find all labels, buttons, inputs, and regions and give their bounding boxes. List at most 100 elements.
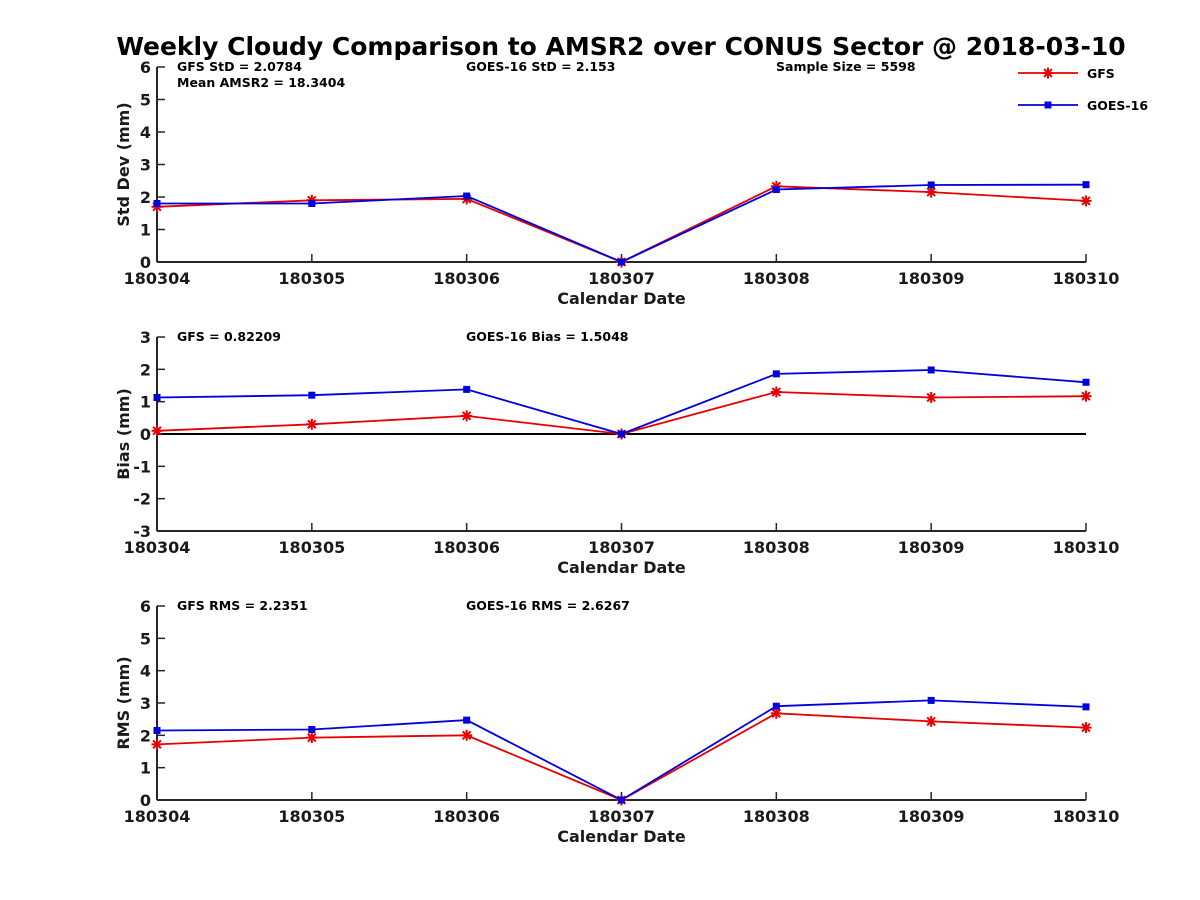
legend-entry-goes-16: GOES-16 bbox=[1018, 98, 1148, 113]
data-point-stroke bbox=[926, 187, 936, 197]
data-point bbox=[770, 386, 782, 398]
y-tick-label: 2 bbox=[140, 726, 151, 745]
data-point bbox=[151, 738, 163, 750]
panels: 0 1 2 3 4 5 6 180304 180305 180306 180307 180308 180… bbox=[114, 58, 1119, 846]
data-point bbox=[463, 385, 471, 393]
y-tick-label: 6 bbox=[140, 58, 151, 77]
panel-3: 0 1 2 3 4 5 6 180304 180305 180306 180307 180308 180… bbox=[114, 597, 1119, 846]
x-tick-label: 180308 bbox=[743, 269, 810, 288]
data-point bbox=[925, 391, 937, 403]
y-tick-label: 4 bbox=[140, 662, 151, 681]
x-tick-label: 180305 bbox=[278, 807, 345, 826]
legend-label: GFS bbox=[1087, 66, 1115, 81]
data-point bbox=[618, 430, 625, 438]
y-tick-label: -3 bbox=[133, 522, 151, 541]
y-tick-label: 2 bbox=[140, 188, 151, 207]
x-tick-label: 180309 bbox=[898, 807, 965, 826]
x-tick-label: 180306 bbox=[433, 538, 500, 557]
x-tick-label: 180305 bbox=[278, 269, 345, 288]
data-point bbox=[308, 200, 316, 207]
y-tick-label: 5 bbox=[140, 629, 151, 648]
stat-annotation: Sample Size = 5598 bbox=[776, 59, 916, 74]
data-point bbox=[1082, 181, 1090, 189]
x-tick-label: 180310 bbox=[1053, 269, 1120, 288]
legend-label: GOES-16 bbox=[1087, 98, 1148, 113]
data-point-stroke bbox=[926, 392, 936, 403]
y-tick-label: -1 bbox=[133, 457, 151, 476]
data-point bbox=[463, 192, 471, 200]
y-tick-label: 0 bbox=[140, 253, 151, 272]
data-point bbox=[1082, 378, 1090, 386]
panel-1: 0 1 2 3 4 5 6 180304 180305 180306 180307 180308 180… bbox=[114, 58, 1119, 308]
x-tick-label: 180304 bbox=[124, 807, 191, 826]
data-point bbox=[308, 726, 316, 734]
stat-annotation: GOES-16 Bias = 1.5048 bbox=[466, 329, 628, 344]
stat-annotation: GFS StD = 2.0784 bbox=[177, 59, 302, 74]
x-tick-label: 180306 bbox=[433, 269, 500, 288]
x-tick-label: 180310 bbox=[1053, 807, 1120, 826]
data-point bbox=[461, 410, 473, 422]
data-point bbox=[927, 366, 935, 374]
x-axis-label: Calendar Date bbox=[557, 558, 686, 577]
legend-marker bbox=[1042, 67, 1054, 79]
data-point-stroke bbox=[461, 730, 472, 741]
data-point bbox=[306, 418, 318, 430]
data-point bbox=[306, 732, 318, 744]
data-point-stroke bbox=[1081, 391, 1091, 401]
data-point bbox=[618, 258, 625, 266]
data-point bbox=[461, 729, 473, 741]
y-tick-label: 3 bbox=[140, 694, 151, 713]
data-point-stroke bbox=[152, 739, 162, 750]
data-point-stroke bbox=[307, 732, 317, 743]
stat-annotation: GFS = 0.82209 bbox=[177, 329, 281, 344]
data-point bbox=[927, 696, 935, 704]
legend-entry-gfs: GFS bbox=[1018, 66, 1115, 81]
data-point-stroke bbox=[152, 426, 162, 436]
data-point bbox=[927, 181, 935, 189]
series-gfs bbox=[151, 386, 1092, 440]
data-point bbox=[925, 715, 937, 727]
series-goes-16 bbox=[153, 181, 1090, 266]
x-tick-label: 180309 bbox=[898, 269, 965, 288]
data-point-stroke bbox=[1081, 722, 1091, 733]
y-axis-label: RMS (mm) bbox=[114, 656, 133, 749]
data-point bbox=[1080, 722, 1092, 734]
y-tick-label: 4 bbox=[140, 123, 151, 142]
stat-annotation: GOES-16 RMS = 2.6267 bbox=[466, 598, 630, 613]
legend-marker bbox=[1044, 101, 1052, 109]
y-tick-label: 1 bbox=[140, 393, 151, 412]
x-tick-label: 180304 bbox=[124, 538, 191, 557]
y-tick-label: 3 bbox=[140, 328, 151, 347]
x-tick-label: 180310 bbox=[1053, 538, 1120, 557]
x-tick-label: 180309 bbox=[898, 538, 965, 557]
stat-annotation: GOES-16 StD = 2.153 bbox=[466, 59, 615, 74]
y-axis-label: Bias (mm) bbox=[114, 388, 133, 480]
y-tick-label: -2 bbox=[133, 490, 151, 509]
data-point bbox=[308, 391, 316, 399]
data-point-stroke bbox=[1081, 196, 1091, 206]
data-point bbox=[153, 726, 161, 734]
x-tick-label: 180307 bbox=[588, 269, 655, 288]
y-tick-label: 3 bbox=[140, 156, 151, 175]
x-tick-label: 180308 bbox=[743, 807, 810, 826]
data-point bbox=[151, 425, 163, 437]
y-tick-label: 5 bbox=[140, 91, 151, 110]
data-point-stroke bbox=[926, 716, 936, 727]
y-tick-label: 1 bbox=[140, 759, 151, 778]
data-point bbox=[463, 716, 471, 724]
data-point-stroke bbox=[461, 411, 472, 421]
legend: GFS GOES-16 bbox=[1018, 66, 1148, 113]
x-axis-label: Calendar Date bbox=[557, 827, 686, 846]
x-tick-label: 180307 bbox=[588, 538, 655, 557]
data-point bbox=[772, 186, 780, 194]
stat-annotation: GFS RMS = 2.2351 bbox=[177, 598, 308, 613]
chart-title: Weekly Cloudy Comparison to AMSR2 over C… bbox=[116, 32, 1125, 61]
y-tick-label: 0 bbox=[140, 425, 151, 444]
data-point bbox=[153, 393, 161, 401]
x-tick-label: 180305 bbox=[278, 538, 345, 557]
legend-marker-stroke bbox=[1043, 68, 1053, 78]
data-point bbox=[1080, 195, 1092, 207]
y-tick-label: 6 bbox=[140, 597, 151, 616]
panel-2: -3 -2 -1 0 1 2 3 180304 180305 180306 180307 180308… bbox=[114, 328, 1119, 577]
